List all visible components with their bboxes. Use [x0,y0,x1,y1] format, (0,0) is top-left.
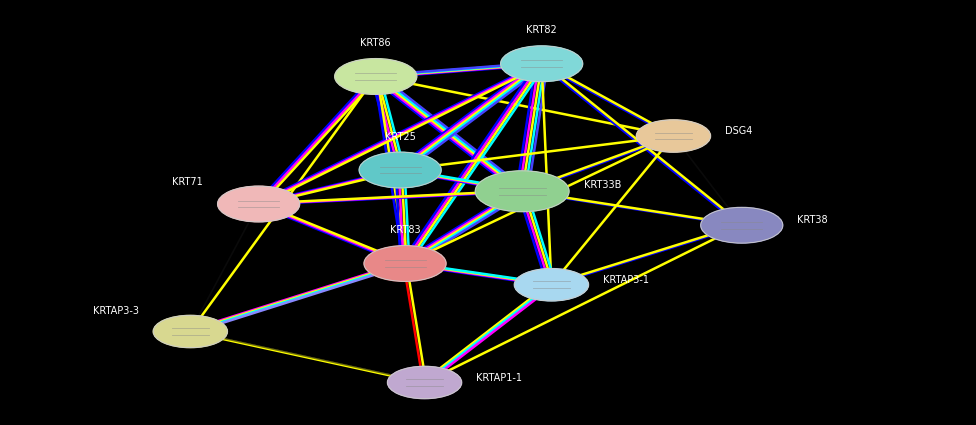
Circle shape [701,207,783,243]
Text: DSG4: DSG4 [725,126,752,136]
Circle shape [501,46,583,82]
Circle shape [364,246,446,281]
Text: KRT71: KRT71 [172,177,203,187]
Text: KRTAP1-1: KRTAP1-1 [476,373,522,383]
Circle shape [359,152,441,188]
Text: KRT82: KRT82 [526,25,557,35]
Text: KRT33B: KRT33B [584,180,621,190]
Text: KRT25: KRT25 [385,131,416,142]
Circle shape [218,186,300,222]
Text: KRT83: KRT83 [389,225,421,235]
Circle shape [387,366,462,399]
Text: KRT38: KRT38 [797,215,828,225]
Circle shape [636,120,711,152]
Circle shape [475,171,569,212]
Circle shape [514,269,589,301]
Circle shape [153,315,227,348]
Circle shape [335,59,417,94]
Text: KRTAP3-1: KRTAP3-1 [603,275,649,285]
Text: KRTAP3-3: KRTAP3-3 [93,306,139,316]
Text: KRT86: KRT86 [360,38,391,48]
